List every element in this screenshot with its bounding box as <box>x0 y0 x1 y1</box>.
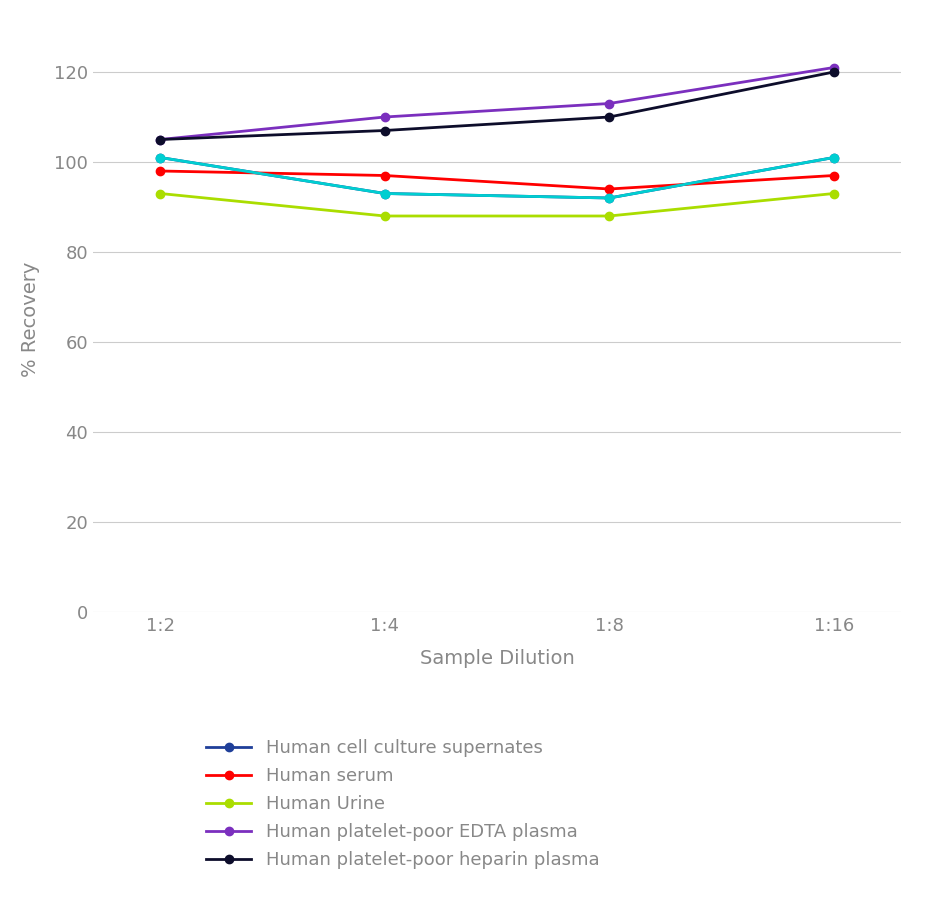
Legend: Human cell culture supernates, Human serum, Human Urine, Human platelet-poor EDT: Human cell culture supernates, Human ser… <box>199 733 606 877</box>
Human platelet-poor heparin plasma <box>603 112 614 122</box>
Human platelet-poor EDTA plasma <box>154 134 166 145</box>
Human serum <box>154 166 166 176</box>
Human serum <box>603 184 614 194</box>
Human Urine <box>154 188 166 199</box>
Line: Human Urine: Human Urine <box>156 189 837 220</box>
Human Urine <box>603 211 614 221</box>
Human platelet-poor EDTA plasma <box>603 98 614 109</box>
Human cell culture supernates <box>154 152 166 163</box>
Line: Human platelet-poor EDTA plasma: Human platelet-poor EDTA plasma <box>156 63 837 144</box>
Human cell culture supernates <box>379 188 390 199</box>
Human platelet-poor EDTA plasma <box>379 112 390 122</box>
X-axis label: Sample Dilution: Sample Dilution <box>419 649 574 668</box>
Human platelet-poor EDTA plasma <box>828 62 839 73</box>
Human cell culture supernates <box>603 193 614 203</box>
Human platelet-poor heparin plasma <box>379 125 390 136</box>
Line: Human cell culture supernates: Human cell culture supernates <box>156 153 837 202</box>
Human Urine <box>828 188 839 199</box>
Human serum <box>828 170 839 181</box>
Human platelet-poor heparin plasma <box>154 134 166 145</box>
Line: Human serum: Human serum <box>156 166 837 194</box>
Human cell culture supernates <box>828 152 839 163</box>
Line: Human platelet-poor heparin plasma: Human platelet-poor heparin plasma <box>156 68 837 144</box>
Human Urine <box>379 211 390 221</box>
Human platelet-poor heparin plasma <box>828 67 839 77</box>
Y-axis label: % Recovery: % Recovery <box>21 262 40 377</box>
Human serum <box>379 170 390 181</box>
